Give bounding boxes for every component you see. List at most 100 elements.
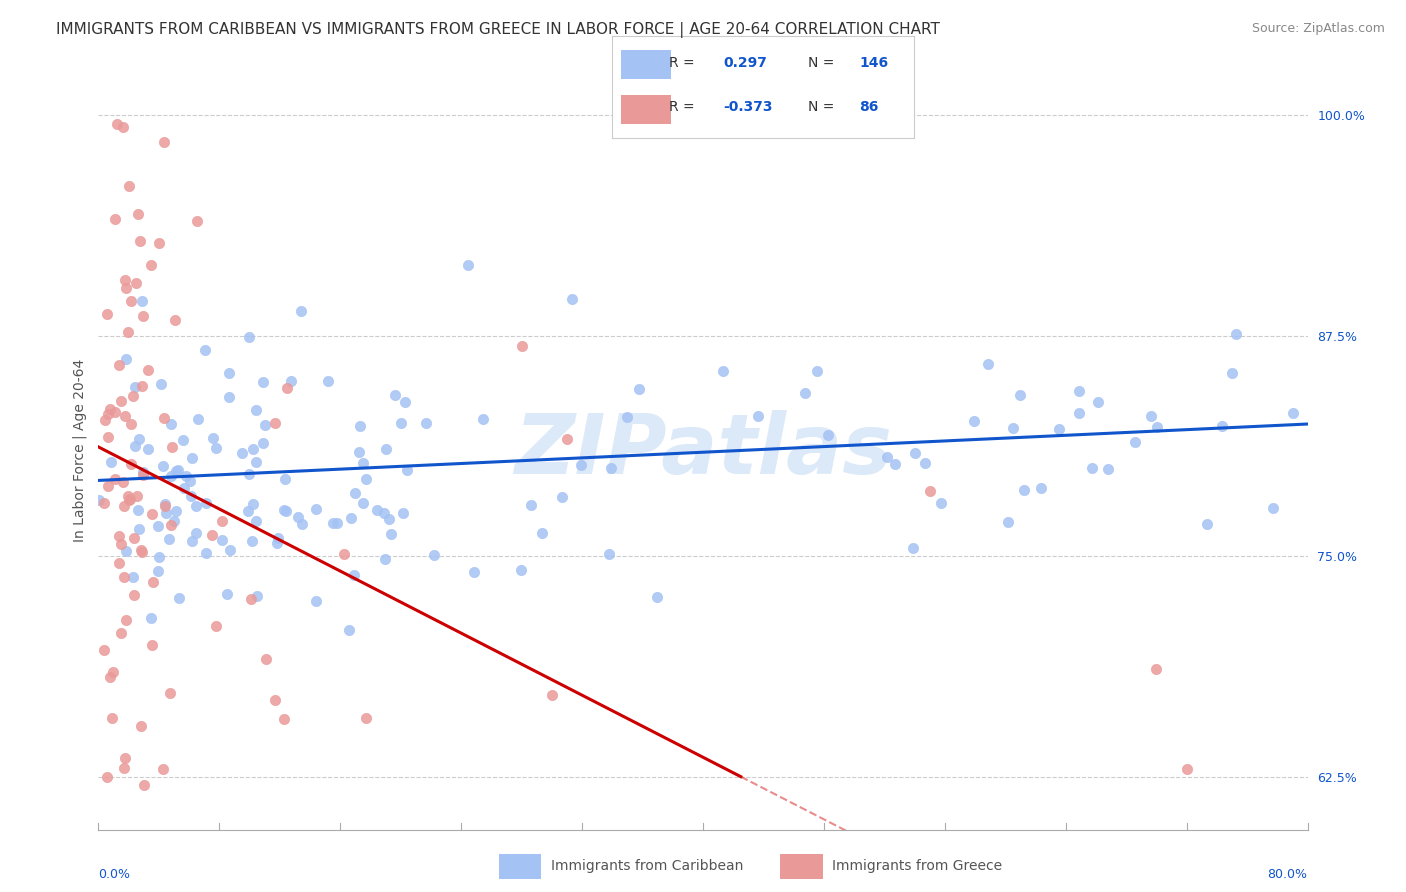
Point xyxy=(112,570,135,584)
Point xyxy=(131,719,153,733)
Text: ZIPatlas: ZIPatlas xyxy=(515,410,891,491)
Point xyxy=(136,442,159,456)
Text: -0.373: -0.373 xyxy=(724,101,773,114)
Point xyxy=(540,688,562,702)
Point xyxy=(155,497,177,511)
Point xyxy=(1008,387,1031,401)
Text: Immigrants from Greece: Immigrants from Greece xyxy=(832,859,1002,873)
Point xyxy=(520,498,543,512)
Point xyxy=(354,710,377,724)
Point xyxy=(347,444,370,458)
Point xyxy=(136,363,159,377)
Point xyxy=(356,472,378,486)
Point xyxy=(1261,501,1284,516)
Y-axis label: In Labor Force | Age 20-64: In Labor Force | Age 20-64 xyxy=(73,359,87,542)
Point xyxy=(305,501,328,516)
Point xyxy=(139,611,162,625)
Point xyxy=(96,306,118,320)
Point xyxy=(366,503,388,517)
Point xyxy=(153,410,176,425)
Point xyxy=(87,493,110,508)
Text: 0.0%: 0.0% xyxy=(98,868,131,881)
Point xyxy=(218,390,240,404)
Text: N =: N = xyxy=(808,56,835,70)
Point xyxy=(141,507,163,521)
Point xyxy=(128,432,150,446)
Point xyxy=(114,614,136,628)
Point xyxy=(600,460,623,475)
Point xyxy=(645,591,668,605)
Point xyxy=(394,394,416,409)
Point xyxy=(231,446,253,460)
Point xyxy=(929,496,952,510)
Point xyxy=(339,511,361,525)
Point xyxy=(793,386,815,401)
Point xyxy=(343,486,366,500)
Point xyxy=(96,770,118,784)
Point xyxy=(384,387,406,401)
Point xyxy=(627,382,650,396)
Point xyxy=(264,693,287,707)
Point xyxy=(806,364,828,378)
Point xyxy=(110,536,132,550)
Point xyxy=(510,338,533,352)
Point xyxy=(245,514,267,528)
Text: R =: R = xyxy=(669,101,695,114)
Point xyxy=(118,493,141,508)
Text: 0.297: 0.297 xyxy=(724,56,768,70)
Point xyxy=(124,588,146,602)
Point xyxy=(142,575,165,590)
Point xyxy=(159,686,181,700)
Point xyxy=(318,375,340,389)
Point xyxy=(155,499,177,513)
Point xyxy=(903,445,925,459)
Point xyxy=(290,304,312,318)
Point xyxy=(112,500,135,514)
Point xyxy=(179,474,201,488)
Point xyxy=(159,417,181,431)
Point xyxy=(132,310,155,324)
Point xyxy=(195,496,218,510)
Point xyxy=(273,713,295,727)
Point xyxy=(160,518,183,533)
Point xyxy=(127,207,149,221)
Point xyxy=(389,416,412,430)
Point xyxy=(127,503,149,517)
Point xyxy=(352,496,374,510)
Point xyxy=(211,533,233,548)
Point xyxy=(148,519,170,533)
Point xyxy=(128,523,150,537)
Point xyxy=(1067,406,1090,420)
Point xyxy=(1087,395,1109,409)
Point xyxy=(129,542,152,557)
Point xyxy=(112,120,135,134)
Point xyxy=(120,492,142,507)
Point xyxy=(377,512,399,526)
Point xyxy=(122,389,145,403)
Point xyxy=(120,293,142,308)
Point xyxy=(101,665,124,679)
Text: 86: 86 xyxy=(859,101,879,114)
Point xyxy=(114,543,136,558)
Text: R =: R = xyxy=(669,56,695,70)
Point xyxy=(155,507,177,521)
Point xyxy=(165,312,187,326)
Point xyxy=(349,419,371,434)
Point xyxy=(219,543,242,558)
Point xyxy=(1144,661,1167,675)
Point xyxy=(93,496,115,510)
Point xyxy=(124,531,146,545)
Point xyxy=(97,407,120,421)
Point xyxy=(112,761,135,775)
Point xyxy=(160,440,183,454)
Point xyxy=(395,463,418,477)
Point xyxy=(326,516,349,531)
Point xyxy=(1047,422,1070,436)
Point xyxy=(305,594,328,608)
Point xyxy=(422,548,444,562)
Point xyxy=(96,429,118,443)
Point xyxy=(997,515,1019,529)
Point xyxy=(242,497,264,511)
Point xyxy=(98,402,121,417)
Point xyxy=(267,531,290,545)
